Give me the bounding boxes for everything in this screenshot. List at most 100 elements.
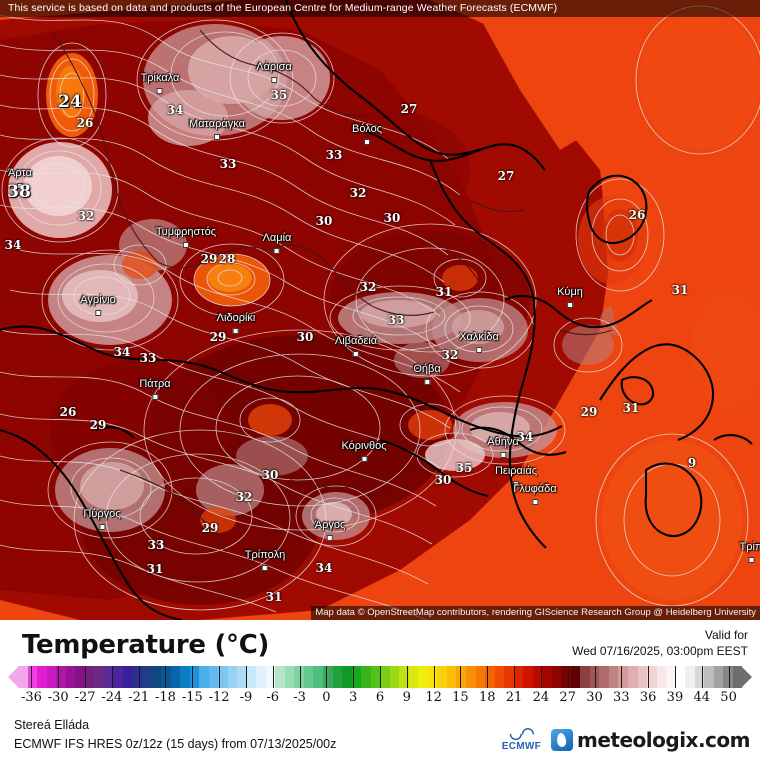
color-scale-swatch [637,666,648,688]
color-scale-left-cap [8,666,19,688]
legend-panel: Temperature (°C) Valid for Wed 07/16/202… [0,620,760,760]
color-scale-tick-label: 39 [666,690,684,705]
color-scale-swatch [418,666,428,688]
color-scale-swatch [323,666,333,688]
color-scale-swatch [56,666,66,688]
color-scale-tick-label: -9 [239,690,253,705]
color-scale-swatch [599,666,609,688]
temperature-map[interactable]: This service is based on data and produc… [0,0,760,620]
color-scale-swatch [723,666,733,688]
color-scale-swatch [694,666,705,688]
map-attribution: Map data © OpenStreetMap contributors, r… [311,606,760,620]
color-scale-swatch [218,666,228,688]
color-scale-tick-label: -21 [128,690,150,705]
source-info: Stereá Elláda ECMWF IFS HRES 0z/12z (15 … [14,716,336,754]
color-scale-tick-label: 3 [349,690,358,705]
color-scale-tick-label: -24 [101,690,123,705]
color-scale-tick-label: 50 [720,690,737,705]
color-scale-tick [594,666,596,688]
color-scale-swatch [46,666,57,688]
color-scale-swatch [265,666,276,688]
color-scale-tick [111,666,113,688]
color-scale-swatch [361,666,371,688]
model-run-info: ECMWF IFS HRES 0z/12z (15 days) from 07/… [14,737,337,751]
color-scale-swatch [542,666,552,688]
color-scale-tick [165,666,167,688]
color-scale-swatch [170,666,181,688]
color-scale-swatch [532,666,543,688]
color-scale-swatch [494,666,505,688]
color-scale-tick [674,666,676,688]
color-scale-tick [272,666,274,688]
color-scale-swatch [151,666,161,688]
color-scale-tick-label: -6 [266,690,280,705]
color-scale-tick-label: 24 [532,690,550,705]
color-scale-swatch [475,666,486,688]
color-scale-swatch [132,666,142,688]
color-scale-ticks [18,666,742,688]
ecmwf-logo[interactable]: ◡◠ ECMWF [501,726,542,752]
color-scale-swatch [275,666,285,688]
color-scale-swatch [141,666,152,688]
color-scale-tick-label: -27 [74,690,96,705]
color-scale-swatch [675,666,686,688]
color-scale-swatch [103,666,114,688]
color-scale-tick [219,666,221,688]
color-scale-tick-label: 0 [322,690,331,705]
color-scale-tick [380,666,381,688]
color-scale-tick [728,666,730,688]
color-scale-swatch [437,666,447,688]
color-scale-swatch [370,666,381,688]
color-scale-swatch [94,666,104,688]
color-scale-tick [621,666,623,688]
color-scale-swatch [313,666,323,688]
color-scale-swatch [351,666,362,688]
color-scale-tick [85,666,87,688]
color-scale-tick [353,666,355,688]
color-scale-tick [31,666,33,688]
ecmwf-logo-label: ECMWF [501,741,542,752]
color-scale-swatch [122,666,133,688]
color-scale-swatch [618,666,628,688]
meteologix-logo[interactable]: meteologix.com [551,728,750,752]
color-scale-swatch [608,666,619,688]
valid-for-label: Valid for [704,628,748,642]
color-scale-swatch [656,666,667,688]
color-scale-tick-label: 36 [639,690,657,705]
color-scale-swatch [380,666,390,688]
color-scale-tick [245,666,247,688]
color-scale-tick-label: 33 [613,690,630,705]
color-scale-tick-label: -12 [208,690,230,705]
color-scale-tick [487,666,489,688]
map-canvas [0,0,760,620]
color-scale-swatch [84,666,95,688]
color-scale-swatch [189,666,200,688]
page-title: Temperature (°C) [22,630,270,660]
color-scale-swatch [180,666,190,688]
color-scale-swatch [513,666,524,688]
color-scale-swatch [570,666,581,688]
color-scale-swatch [561,666,571,688]
color-scale-strip [18,666,743,688]
branding[interactable]: ◡◠ ECMWF meteologix.com [501,726,751,752]
color-scale-swatch [303,666,314,688]
color-scale-swatch [37,666,47,688]
color-scale-tick-label: 12 [425,690,442,705]
color-scale-tick [58,666,60,688]
color-scale-swatch [465,666,476,688]
color-scale-tick-label: -18 [155,690,176,705]
color-scale-swatch [504,666,514,688]
color-scale-swatch [294,666,304,688]
color-scale-swatch [427,666,438,688]
color-scale-tick-label: 44 [693,690,711,705]
color-scale-swatch [685,666,695,688]
color-scale-swatch [284,666,295,688]
color-scale-swatch [256,666,266,688]
color-scale-tick-label: 21 [505,690,523,705]
color-scale-tick [540,666,542,688]
color-scale-tick [701,666,703,688]
meteologix-wordmark: meteologix.com [577,727,750,752]
color-scale-tick-label: -3 [293,690,306,705]
color-scale-swatch [647,666,657,688]
color-scale-swatch [713,666,724,688]
